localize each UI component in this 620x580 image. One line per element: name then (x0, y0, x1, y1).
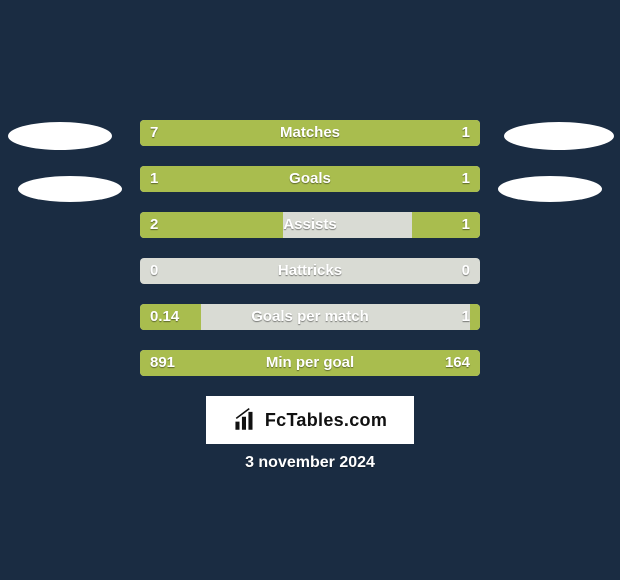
value-left: 0 (150, 258, 158, 284)
logo-text: FcTables.com (265, 410, 387, 431)
value-left: 0.14 (150, 304, 179, 330)
stat-row: 11Goals (140, 166, 480, 192)
date-text: 3 november 2024 (0, 454, 620, 472)
stat-row: 0.141Goals per match (140, 304, 480, 330)
bar-track (140, 258, 480, 284)
stat-row: 00Hattricks (140, 258, 480, 284)
stat-row: 21Assists (140, 212, 480, 238)
value-right: 1 (462, 120, 470, 146)
stats-block: 71Matches11Goals21Assists00Hattricks0.14… (0, 120, 620, 396)
value-right: 1 (462, 304, 470, 330)
value-right: 1 (462, 212, 470, 238)
bar-left (140, 120, 405, 146)
bar-track (140, 212, 480, 238)
stat-row: 71Matches (140, 120, 480, 146)
bar-track (140, 350, 480, 376)
bar-track (140, 120, 480, 146)
stat-row: 891164Min per goal (140, 350, 480, 376)
bar-track (140, 304, 480, 330)
bar-left (140, 212, 283, 238)
value-left: 891 (150, 350, 175, 376)
value-left: 2 (150, 212, 158, 238)
value-left: 1 (150, 166, 158, 192)
value-right: 0 (462, 258, 470, 284)
bar-right (470, 304, 480, 330)
value-right: 164 (445, 350, 470, 376)
bar-track (140, 166, 480, 192)
value-left: 7 (150, 120, 158, 146)
value-right: 1 (462, 166, 470, 192)
bars-icon (233, 407, 259, 433)
site-logo: FcTables.com (206, 396, 414, 444)
bar-right (310, 166, 480, 192)
comparison-infographic: Winfred Amoah vs Ergin Club competitions… (0, 0, 620, 580)
bar-left (140, 166, 310, 192)
bar-left (140, 350, 405, 376)
